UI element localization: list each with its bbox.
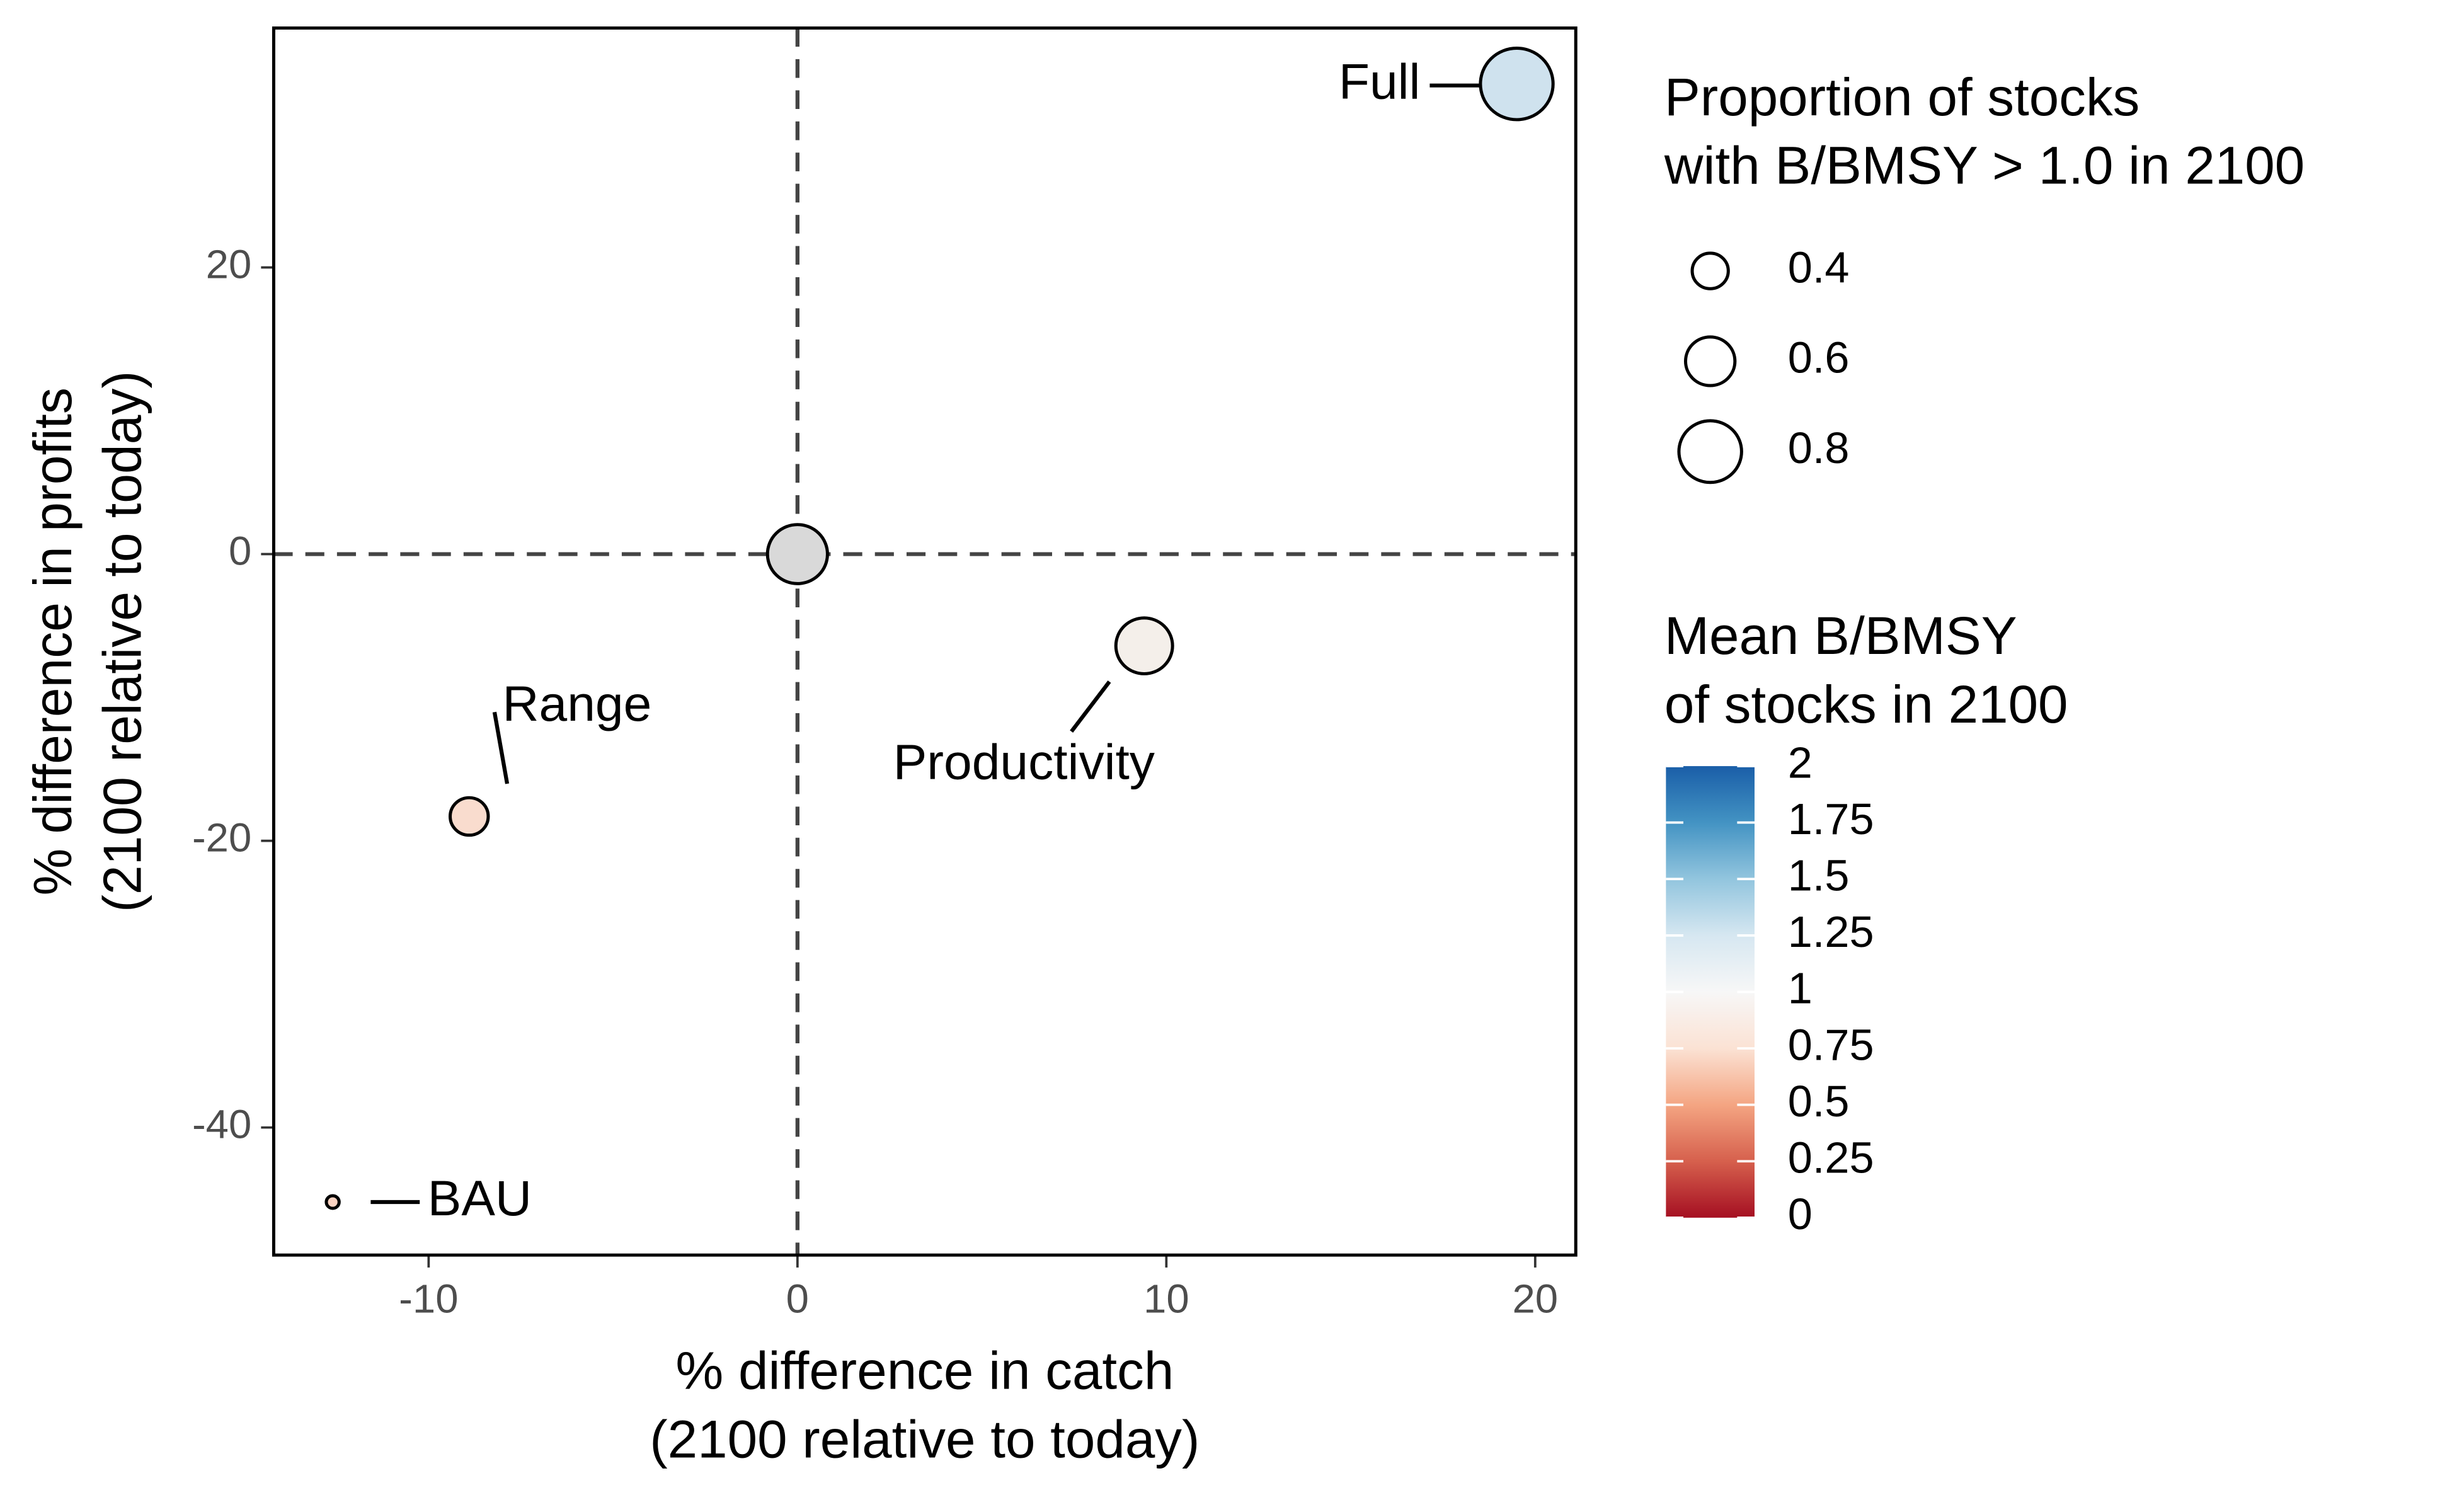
y-tick-label: 20 xyxy=(206,241,252,287)
legend-label: 0 xyxy=(1788,1190,1813,1239)
legend-label: 0.6 xyxy=(1788,333,1850,382)
point-label: BAU xyxy=(428,1170,532,1225)
bubble xyxy=(449,796,490,837)
legend-size-key xyxy=(1683,335,1737,387)
legend-label: 0.8 xyxy=(1788,424,1850,472)
bubble xyxy=(1479,47,1555,122)
x-tick-label: 0 xyxy=(786,1276,809,1321)
point-label: Productivity xyxy=(893,734,1155,789)
y-tick-label: 0 xyxy=(229,528,251,573)
legend-label: 0.5 xyxy=(1788,1077,1850,1125)
legend-label: 2 xyxy=(1788,738,1813,787)
legend-label: 0.25 xyxy=(1788,1133,1874,1182)
x-tick-label: 20 xyxy=(1513,1276,1559,1321)
legend-label: 1 xyxy=(1788,964,1813,1012)
point-label: Full xyxy=(1339,54,1420,109)
legend-title: with B/BMSY > 1.0 in 2100 xyxy=(1664,135,2305,195)
x-axis-title: % difference in catch xyxy=(675,1341,1174,1400)
legend-size-key xyxy=(1690,251,1730,290)
bubble xyxy=(1114,616,1174,675)
x-axis-title: (2100 relative to today) xyxy=(650,1409,1200,1469)
label-segment xyxy=(1070,680,1111,733)
panel-border xyxy=(272,26,1578,1257)
bubble xyxy=(324,1194,341,1210)
legend-title: Proportion of stocks xyxy=(1664,67,2139,126)
legend-label: 1.25 xyxy=(1788,908,1874,956)
point-label: Range xyxy=(502,675,651,731)
y-axis-title: % difference in profits xyxy=(22,387,83,895)
legend-title: of stocks in 2100 xyxy=(1664,674,2068,733)
legend-label: 0.4 xyxy=(1788,243,1850,292)
y-tick-label: -40 xyxy=(192,1101,251,1147)
legend-label: 1.75 xyxy=(1788,794,1874,843)
legend-size-key xyxy=(1677,419,1743,484)
y-tick-label: -20 xyxy=(192,815,251,860)
label-segment xyxy=(492,711,510,784)
x-tick-label: -10 xyxy=(399,1276,458,1321)
x-tick-label: 10 xyxy=(1143,1276,1189,1321)
legend-title: Mean B/BMSY xyxy=(1664,606,2017,665)
y-axis-title: (2100 relative to today) xyxy=(92,371,152,912)
legend-label: 0.75 xyxy=(1788,1021,1874,1069)
bubble xyxy=(765,523,829,585)
legend-label: 1.5 xyxy=(1788,851,1850,900)
